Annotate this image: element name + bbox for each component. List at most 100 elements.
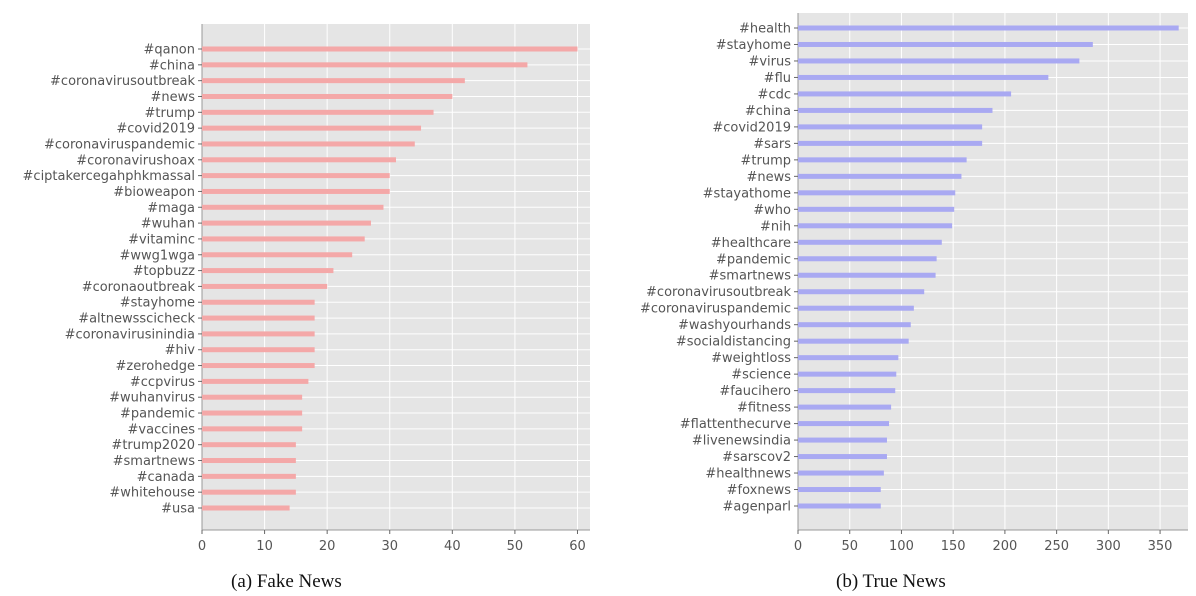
fake-category-label-hiv: #hiv (165, 343, 196, 358)
fake-bar-whitehouse (202, 489, 296, 495)
true-category-label-coronaviruspandemic: #coronaviruspandemic (640, 302, 791, 317)
true-category-label-sarscov2: #sarscov2 (722, 450, 791, 465)
fake-bar-wuhan (202, 220, 371, 226)
fake-category-label-smartnews: #smartnews (113, 454, 196, 469)
true-xtick-label-200: 200 (992, 539, 1017, 554)
true-plot-area (798, 13, 1188, 530)
true-category-label-china: #china (745, 104, 791, 119)
fake-category-label-coronavirushoax: #coronavirushoax (76, 153, 195, 168)
fake-bar-usa (202, 505, 290, 511)
true-category-label-coronavirusoutbreak: #coronavirusoutbreak (646, 285, 791, 300)
fake-bar-ciptakercegahphkmassal (202, 173, 390, 179)
true-category-label-sars: #sars (753, 137, 791, 152)
true-category-label-trump: #trump (741, 153, 792, 168)
fake-bar-canada (202, 473, 296, 479)
true-bar-fitness (798, 404, 892, 410)
fake-xtick-label-60: 60 (569, 539, 586, 554)
true-category-label-news: #news (746, 170, 791, 185)
fake-category-label-stayhome: #stayhome (120, 296, 195, 311)
fake-category-label-covid2019: #covid2019 (116, 122, 195, 137)
fake-bar-qanon (202, 46, 578, 52)
true-bar-news (798, 173, 962, 179)
true-bar-health (798, 25, 1179, 31)
true-category-label-science: #science (731, 368, 791, 383)
true-xtick-label-50: 50 (841, 539, 858, 554)
fake-category-label-wwg1wga: #wwg1wga (119, 248, 195, 263)
true-category-label-foxnews: #foxnews (727, 483, 792, 498)
fake-bar-wuhanvirus (202, 394, 303, 400)
caption-true-news: (b) True News (836, 571, 946, 592)
fake-category-label-maga: #maga (147, 201, 195, 216)
true-category-label-weightloss: #weightloss (711, 351, 791, 366)
true-xtick-label-0: 0 (794, 539, 802, 554)
true-category-label-faucihero: #faucihero (719, 384, 791, 399)
true-category-label-smartnews: #smartnews (709, 269, 792, 284)
fake-category-label-wuhan: #wuhan (141, 217, 195, 232)
true-bar-covid2019 (798, 124, 983, 130)
true-category-label-health: #health (739, 22, 791, 37)
fake-category-label-whitehouse: #whitehouse (109, 486, 195, 501)
true-bar-china (798, 107, 993, 113)
true-category-label-stayathome: #stayathome (703, 186, 791, 201)
true-bar-pandemic (798, 256, 937, 262)
fake-bar-smartnews (202, 458, 296, 464)
fake-category-label-zerohedge: #zerohedge (116, 359, 195, 374)
true-xtick-label-100: 100 (889, 539, 914, 554)
fake-xtick-label-50: 50 (507, 539, 524, 554)
fake-bar-coronavirushoax (202, 157, 396, 163)
true-bar-weightloss (798, 355, 899, 361)
fake-bar-altnewsscicheck (202, 315, 315, 321)
fake-category-label-wuhanvirus: #wuhanvirus (109, 391, 195, 406)
fake-category-label-trump: #trump (145, 106, 196, 121)
true-bar-coronavirusoutbreak (798, 289, 925, 295)
fake-category-label-news: #news (150, 90, 195, 105)
fake-bar-vaccines (202, 426, 303, 432)
fake-category-label-ccpvirus: #ccpvirus (130, 375, 195, 390)
true-bar-stayhome (798, 41, 1093, 47)
true-bar-trump (798, 157, 967, 163)
true-xtick-label-250: 250 (1044, 539, 1069, 554)
fake-bar-news (202, 93, 453, 99)
fake-xtick-label-10: 10 (256, 539, 273, 554)
true-bar-sars (798, 140, 983, 146)
fake-category-label-china: #china (149, 58, 195, 73)
true-category-label-healthcare: #healthcare (711, 236, 791, 251)
fake-category-label-usa: #usa (161, 502, 195, 517)
fake-category-label-altnewsscicheck: #altnewsscicheck (78, 312, 195, 327)
true-bar-science (798, 371, 897, 377)
fake-bar-covid2019 (202, 125, 422, 131)
fake-category-label-vaccines: #vaccines (128, 422, 196, 437)
fake-category-label-pandemic: #pandemic (120, 407, 195, 422)
true-bar-flattenthecurve (798, 421, 890, 427)
true-bar-virus (798, 58, 1080, 64)
true-bar-faucihero (798, 388, 896, 394)
true-category-label-flattenthecurve: #flattenthecurve (680, 417, 791, 432)
fake-bar-bioweapon (202, 188, 390, 194)
fake-category-label-qanon: #qanon (143, 43, 195, 58)
true-bar-healthcare (798, 239, 942, 245)
true-category-label-covid2019: #covid2019 (712, 120, 791, 135)
true-bar-nih (798, 223, 953, 229)
fake-xtick-label-0: 0 (198, 539, 206, 554)
true-category-label-healthnews: #healthnews (705, 467, 791, 482)
fake-category-label-coronavirusinindia: #coronavirusinindia (65, 327, 195, 342)
fake-bar-coronavirusinindia (202, 331, 315, 337)
fake-bar-zerohedge (202, 363, 315, 369)
true-bar-who (798, 206, 955, 212)
true-category-label-stayhome: #stayhome (716, 38, 791, 53)
true-bar-cdc (798, 91, 1012, 97)
fake-bar-china (202, 62, 528, 68)
true-category-label-flu: #flu (764, 71, 791, 86)
fake-bar-maga (202, 204, 384, 210)
true-bar-healthnews (798, 470, 884, 476)
fake-bar-trump2020 (202, 442, 296, 448)
true-bar-smartnews (798, 272, 936, 278)
true-category-label-cdc: #cdc (758, 87, 791, 102)
true-xtick-label-300: 300 (1096, 539, 1121, 554)
fake-bar-topbuzz (202, 268, 334, 274)
true-bar-socialdistancing (798, 338, 909, 344)
fake-xtick-label-30: 30 (381, 539, 398, 554)
fake-xtick-label-20: 20 (319, 539, 336, 554)
